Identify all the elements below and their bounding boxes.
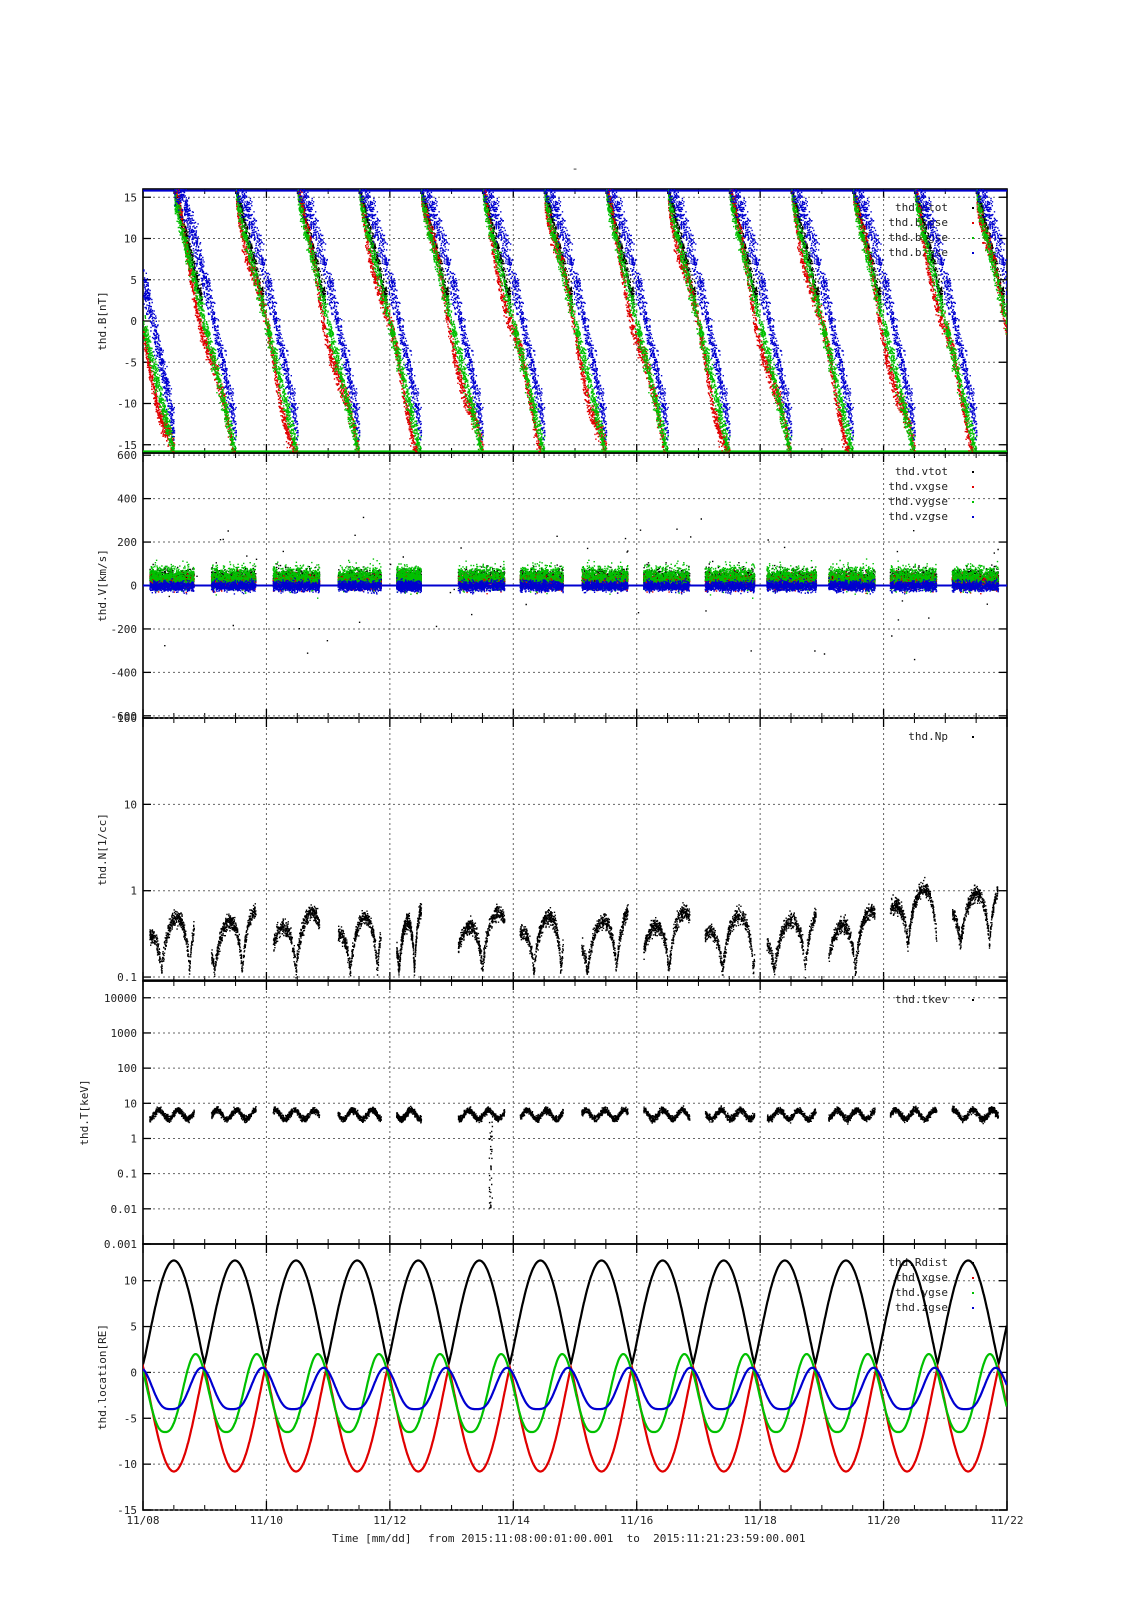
legend-entry: thd.Rdist <box>888 1256 948 1269</box>
x-axis-label: Time [mm/dd] <box>332 1532 411 1545</box>
y-axis-label: thd.N[1/cc] <box>96 813 109 886</box>
x-tick-label: 11/10 <box>250 1514 283 1527</box>
y-axis-label: thd.V[km/s] <box>96 549 109 622</box>
y-axis-label: thd.location[RE] <box>96 1324 109 1430</box>
y-tick-label: 0.01 <box>111 1203 138 1216</box>
legend-marker <box>972 1292 974 1294</box>
data-layer <box>143 1261 1007 1472</box>
x-tick-label: 11/22 <box>990 1514 1023 1527</box>
data-layer <box>143 161 1008 482</box>
y-tick-label: 0.1 <box>117 971 137 984</box>
x-tick-label: 11/18 <box>744 1514 777 1527</box>
legend-entry: thd.vxgse <box>888 480 948 493</box>
legend-entry: thd.tkev <box>895 993 948 1006</box>
y-tick-label: 1 <box>130 885 137 898</box>
y-tick-label: 10 <box>124 1097 137 1110</box>
legend-marker <box>972 252 974 254</box>
legend-entry: thd.zgse <box>895 1301 948 1314</box>
x-tick-label: 11/16 <box>620 1514 653 1527</box>
data-layer <box>149 1105 999 1208</box>
plot-title: - <box>572 162 579 175</box>
y-tick-label: 10000 <box>104 992 137 1005</box>
series-Np <box>149 877 998 982</box>
y-tick-label: -10 <box>117 398 137 411</box>
footer: Time [mm/dd] from 2015:11:08:00:01:00.00… <box>332 1532 806 1545</box>
legend-entry: thd.bzgse <box>888 246 948 259</box>
y-tick-label: -200 <box>111 623 138 636</box>
data-layer <box>143 877 1007 982</box>
y-tick-label: -400 <box>111 666 138 679</box>
legend-marker <box>972 999 974 1001</box>
legend-marker <box>972 222 974 224</box>
y-tick-label: -5 <box>124 356 137 369</box>
time-range-text: from 2015:11:08:00:01:00.001 to 2015:11:… <box>428 1532 806 1545</box>
y-tick-label: 5 <box>130 274 137 287</box>
y-tick-label: 10 <box>124 1275 137 1288</box>
y-tick-label: 0 <box>130 1366 137 1379</box>
y-tick-label: 10 <box>124 233 137 246</box>
y-tick-label: 200 <box>117 536 137 549</box>
legend: thd.tkev <box>895 993 974 1006</box>
y-tick-label: 5 <box>130 1321 137 1334</box>
y-axis-label: thd.B[nT] <box>96 291 109 351</box>
legend: thd.Np <box>908 730 974 743</box>
x-tick-label: 11/20 <box>867 1514 900 1527</box>
legend-marker <box>972 486 974 488</box>
legend-marker <box>972 736 974 738</box>
panel-B: 151050-5-10-15thd.B[nT]thd.btotthd.bxgse… <box>96 161 1008 482</box>
y-tick-label: 0 <box>130 315 137 328</box>
y-axis-label: thd.T[keV] <box>78 1079 91 1145</box>
y-tick-label: -10 <box>117 1458 137 1471</box>
panel-N: 100 10 1 0.1 thd.N[1/cc] thd.Np <box>96 712 1007 984</box>
legend-marker <box>972 1277 974 1279</box>
legend-entry: thd.xgse <box>895 1271 948 1284</box>
x-tick-label: 11/14 <box>497 1514 530 1527</box>
legend-entry: thd.vtot <box>895 465 948 478</box>
panel-V: 6004002000-200-400-600thd.V[km/s]thd.vto… <box>96 449 1007 723</box>
y-tick-label: 100 <box>117 1062 137 1075</box>
legend-entry: thd.vzgse <box>888 510 948 523</box>
legend-entry: thd.vygse <box>888 495 948 508</box>
series-rdist <box>143 1261 1007 1364</box>
panel-loc: 1050-5-10-15thd.location[RE]thd.Rdistthd… <box>96 1244 1007 1517</box>
series-bygse <box>143 185 1008 468</box>
legend-marker <box>972 237 974 239</box>
y-tick-label: 1000 <box>111 1027 138 1040</box>
y-tick-label: 400 <box>117 493 137 506</box>
x-tick-label: 11/08 <box>126 1514 159 1527</box>
data-layer <box>143 514 1007 660</box>
y-tick-label: -5 <box>124 1412 137 1425</box>
legend-marker <box>972 471 974 473</box>
y-tick-label: 15 <box>124 191 137 204</box>
series-ygse <box>143 1354 1007 1432</box>
y-tick-label: 100 <box>117 712 137 725</box>
y-tick-label: 10 <box>124 798 137 811</box>
legend-entry: thd.Np <box>908 730 948 743</box>
y-tick-label: 1 <box>130 1132 137 1145</box>
legend-entry: thd.bygse <box>888 231 948 244</box>
panels: 151050-5-10-15thd.B[nT]thd.btotthd.bxgse… <box>78 161 1024 1527</box>
y-tick-label: 600 <box>117 449 137 462</box>
legend-marker <box>972 1307 974 1309</box>
y-tick-label: 0.1 <box>117 1168 137 1181</box>
y-tick-label: 0.001 <box>104 1238 137 1251</box>
legend-marker <box>972 516 974 518</box>
legend-marker <box>972 207 974 209</box>
panel-T: 10000 1000 100 10 1 0.1 0.01 0.001 thd.T[keV] thd… <box>78 981 1007 1251</box>
panel-frame <box>143 718 1007 981</box>
x-tick-label: 11/12 <box>373 1514 406 1527</box>
series-bxgse <box>143 171 1008 483</box>
legend: thd.vtot thd.vxgse thd.vygse thd.vzgse <box>888 465 974 523</box>
series-tkev <box>149 1105 999 1208</box>
legend-marker <box>972 501 974 503</box>
y-tick-label: 0 <box>130 580 137 593</box>
